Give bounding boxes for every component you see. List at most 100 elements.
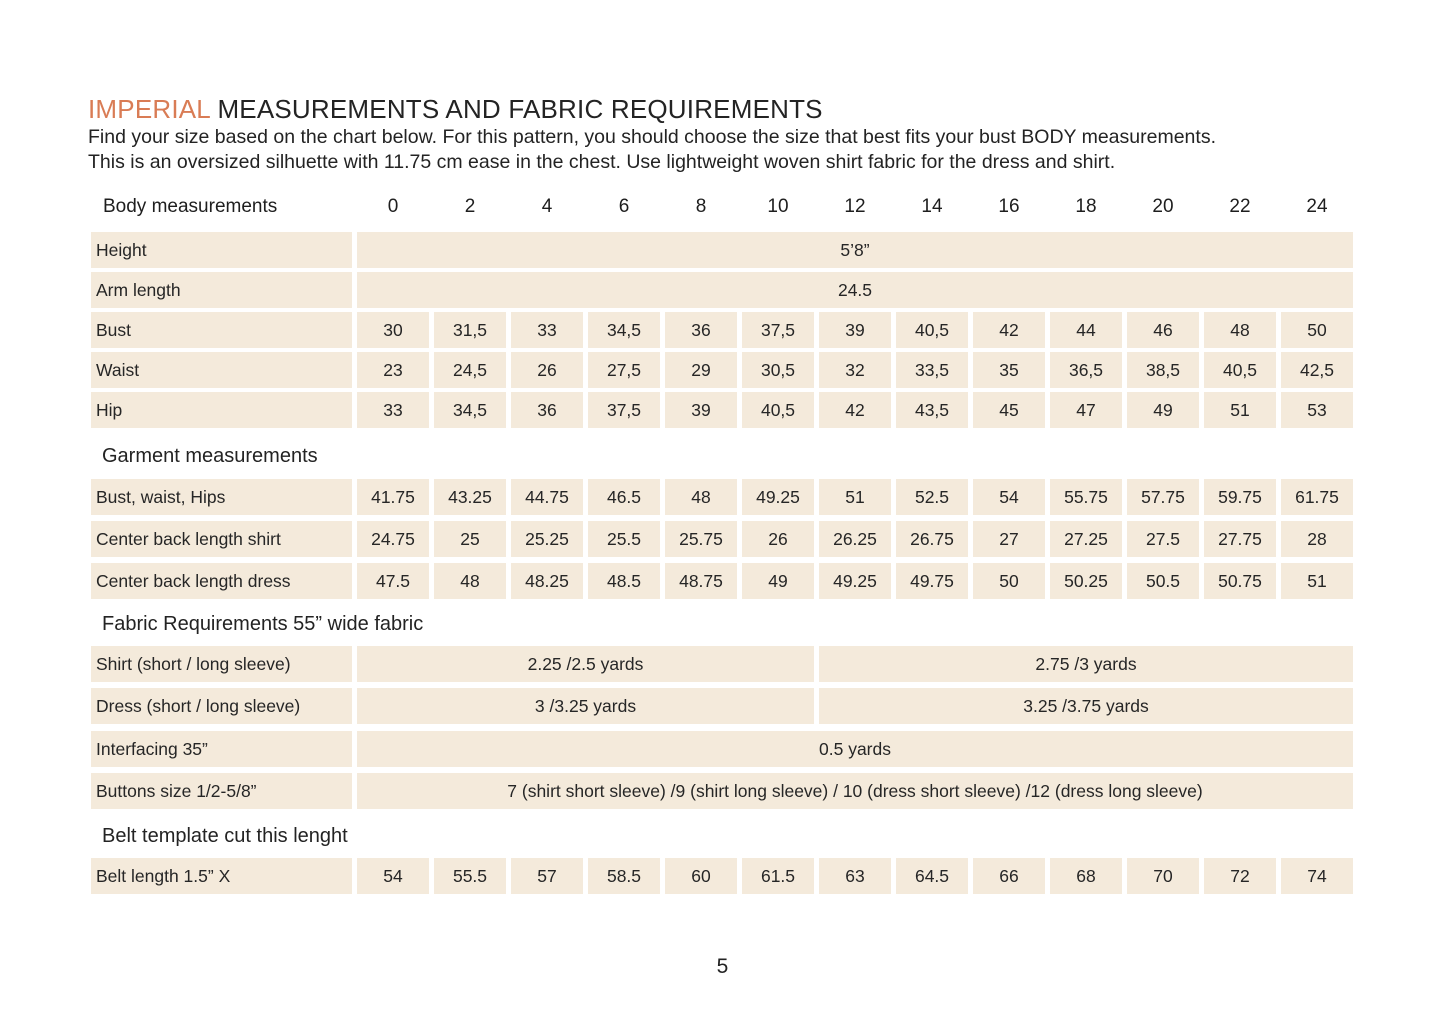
row-label: Interfacing 35” (91, 731, 352, 767)
measurement-cell: 34,5 (588, 312, 660, 348)
buttons-row: Buttons size 1/2-5/8” 7 (shirt short slee… (91, 773, 1353, 809)
intro-line: This is an oversized silhuette with 11.7… (88, 151, 1116, 173)
measurement-cell: 42 (819, 392, 891, 428)
garment-row: Bust, waist, Hips 41.75 43.25 44.75 46.5 48 49… (91, 479, 1353, 515)
size-header: 0 (387, 196, 399, 217)
height-row: Height 5’8” (91, 232, 1353, 268)
size-header: 2 (464, 196, 476, 217)
measurement-cell: 48.5 (588, 563, 660, 599)
measurement-cell: 51 (819, 479, 891, 515)
belt-length-row: Belt length 1.5” X 54 55.5 57 58.5 60 61.5 63 64… (91, 858, 1353, 894)
row-label: Hip (91, 392, 352, 428)
measurement-cell: 55.75 (1050, 479, 1122, 515)
measurement-cell: 33,5 (896, 352, 968, 388)
measurement-cell: 26 (742, 521, 814, 557)
measurement-cell: 25 (434, 521, 506, 557)
measurement-cell: 35 (973, 352, 1045, 388)
measurement-cell: 46.5 (588, 479, 660, 515)
measurement-cell: 31,5 (434, 312, 506, 348)
size-header: 18 (1075, 196, 1097, 217)
measurement-cell: 43.25 (434, 479, 506, 515)
measurement-cell: 40,5 (742, 392, 814, 428)
measurement-cell: 51 (1204, 392, 1276, 428)
measurement-cell: 24,5 (434, 352, 506, 388)
measurement-cell: 33 (511, 312, 583, 348)
size-header: 12 (844, 196, 866, 217)
size-header: 24 (1306, 196, 1328, 217)
belt-length-cell: 70 (1127, 858, 1199, 894)
measurement-cell: 24.75 (357, 521, 429, 557)
measurement-cell: 53 (1281, 392, 1353, 428)
row-label: Shirt (short / long sleeve) (91, 646, 352, 682)
measurement-cell: 57.75 (1127, 479, 1199, 515)
measurement-cell: 26.75 (896, 521, 968, 557)
measurement-cell: 38,5 (1127, 352, 1199, 388)
measurement-cell: 36 (665, 312, 737, 348)
interfacing-value: 0.5 yards (357, 731, 1353, 767)
measurement-cell: 47.5 (357, 563, 429, 599)
belt-length-cell: 54 (357, 858, 429, 894)
belt-length-cell: 58.5 (588, 858, 660, 894)
measurement-cell: 48 (434, 563, 506, 599)
belt-length-cell: 72 (1204, 858, 1276, 894)
measurement-cell: 40,5 (896, 312, 968, 348)
fabric-large-sizes: 2.75 /3 yards (819, 646, 1353, 682)
row-label: Center back length shirt (91, 521, 352, 557)
fabric-small-sizes: 3 /3.25 yards (357, 688, 814, 724)
measurement-cell: 27.75 (1204, 521, 1276, 557)
measurement-cell: 27.25 (1050, 521, 1122, 557)
size-header: 22 (1229, 196, 1251, 217)
measurement-cell: 40,5 (1204, 352, 1276, 388)
belt-length-cell: 57 (511, 858, 583, 894)
measurement-cell: 25.5 (588, 521, 660, 557)
belt-length-cell: 60 (665, 858, 737, 894)
measurement-cell: 49.25 (742, 479, 814, 515)
measurement-cell: 52.5 (896, 479, 968, 515)
body-measurements-label: Body measurements (103, 196, 278, 217)
measurement-cell: 50 (973, 563, 1045, 599)
belt-length-cell: 68 (1050, 858, 1122, 894)
size-header: 4 (541, 196, 553, 217)
body-row: Bust 30 31,5 33 34,5 36 37,5 39 40,5 42 44 46 48 50 (91, 312, 1353, 348)
buttons-value: 7 (shirt short sleeve) /9 (shirt long sl… (357, 773, 1353, 809)
measurement-cell: 32 (819, 352, 891, 388)
fabric-large-sizes: 3.25 /3.75 yards (819, 688, 1353, 724)
size-header: 10 (767, 196, 789, 217)
belt-length-cell: 55.5 (434, 858, 506, 894)
belt-length-cell: 74 (1281, 858, 1353, 894)
measurement-cell: 23 (357, 352, 429, 388)
row-label: Belt length 1.5” X (91, 858, 352, 894)
measurement-cell: 41.75 (357, 479, 429, 515)
garment-row: Center back length shirt 24.75 25 25.25 25.5… (91, 521, 1353, 557)
fabric-small-sizes: 2.25 /2.5 yards (357, 646, 814, 682)
measurement-cell: 49.25 (819, 563, 891, 599)
belt-length-cell: 64.5 (896, 858, 968, 894)
size-header: 16 (998, 196, 1020, 217)
belt-length-cell: 61.5 (742, 858, 814, 894)
measurement-cell: 50.75 (1204, 563, 1276, 599)
measurement-cell: 34,5 (434, 392, 506, 428)
fabric-section-title: Fabric Requirements 55” wide fabric (102, 613, 424, 635)
shirt-fabric-row: Shirt (short / long sleeve) 2.25 /2.5 yar… (91, 646, 1353, 682)
measurement-cell: 36,5 (1050, 352, 1122, 388)
size-header: 20 (1152, 196, 1174, 217)
body-row: Waist 23 24,5 26 27,5 29 30,5 32 33,5 35 36,5 38,5 4… (91, 352, 1353, 388)
measurement-cell: 27.5 (1127, 521, 1199, 557)
measurement-cell: 27 (973, 521, 1045, 557)
heading-accent: IMPERIAL (88, 94, 211, 124)
arm-length-value: 24.5 (357, 272, 1353, 308)
body-row: Hip 33 34,5 36 37,5 39 40,5 42 43,5 45 47 49 51 53 (91, 392, 1353, 428)
measurement-cell: 26.25 (819, 521, 891, 557)
measurement-cell: 50 (1281, 312, 1353, 348)
belt-section-title: Belt template cut this lenght (102, 825, 348, 847)
row-label: Dress (short / long sleeve) (91, 688, 352, 724)
measurement-cell: 44.75 (511, 479, 583, 515)
measurement-cell: 61.75 (1281, 479, 1353, 515)
measurement-cell: 37,5 (588, 392, 660, 428)
measurement-cell: 27,5 (588, 352, 660, 388)
measurement-cell: 54 (973, 479, 1045, 515)
measurement-cell: 49 (1127, 392, 1199, 428)
measurement-cell: 42 (973, 312, 1045, 348)
intro-line: Find your size based on the chart below.… (88, 126, 1216, 148)
